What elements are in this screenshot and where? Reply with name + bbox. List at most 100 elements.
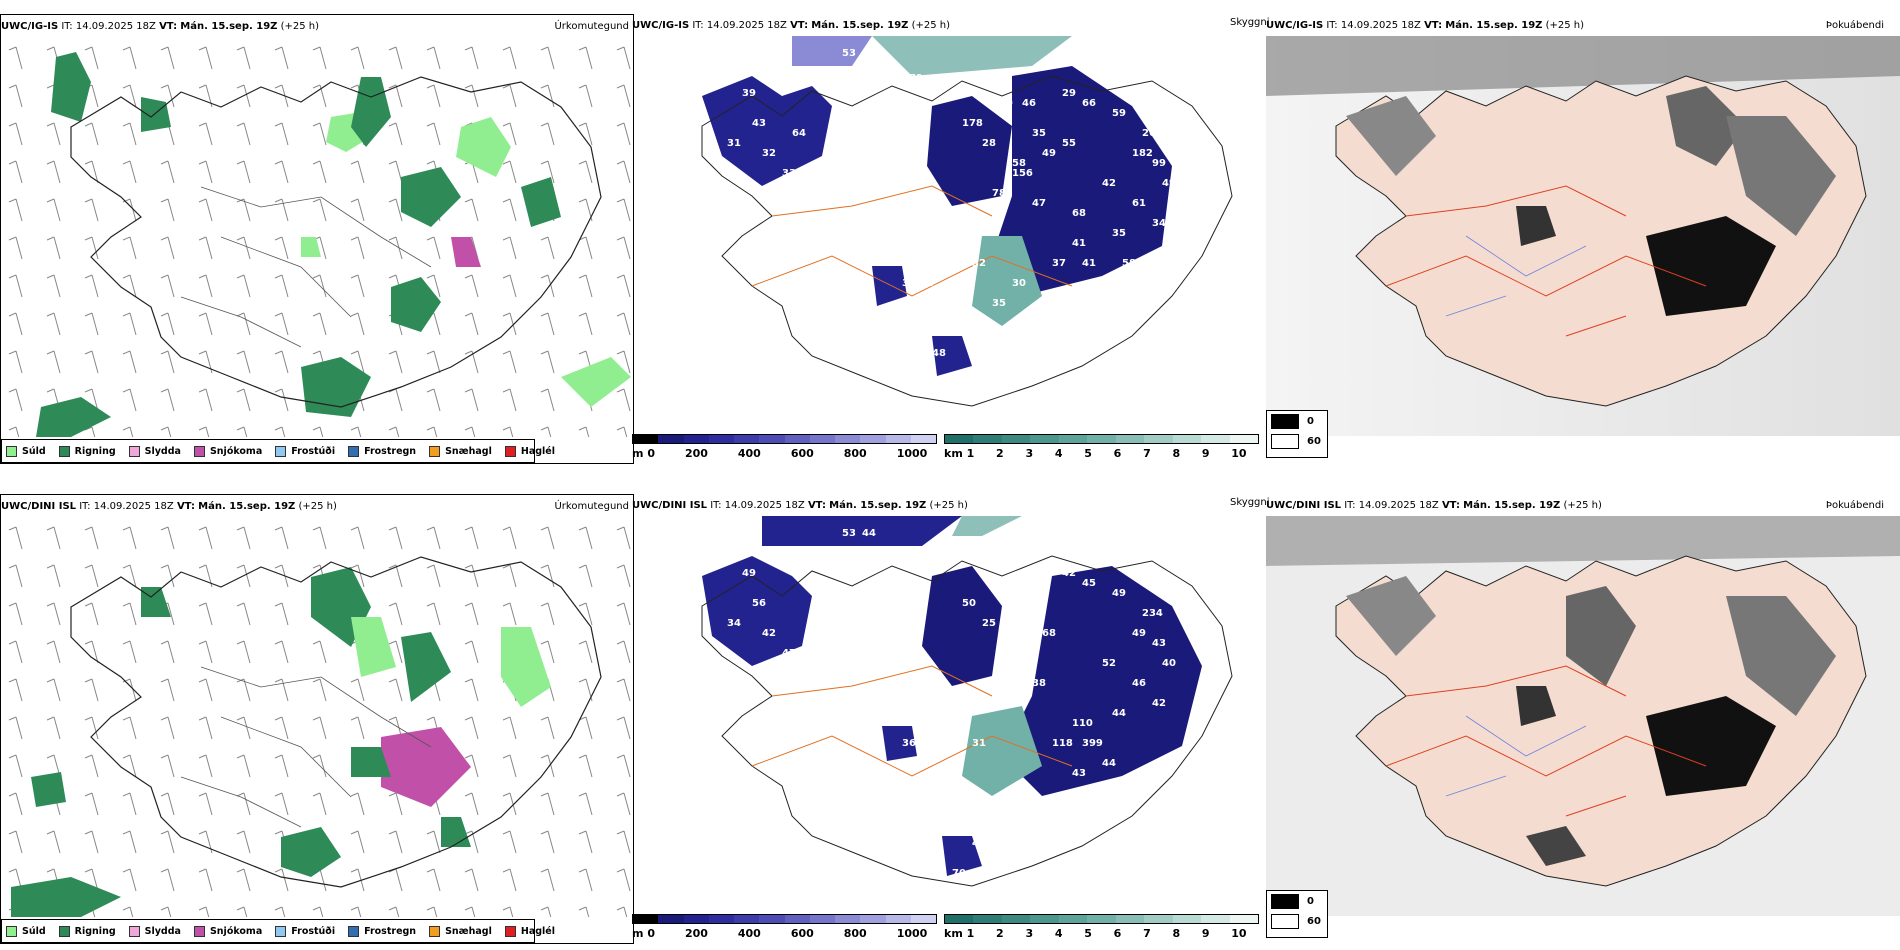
legend-item: Rigning — [58, 925, 116, 937]
cloudbase-value: 38 — [902, 758, 916, 769]
cloudbase-value: 99 — [1152, 158, 1166, 169]
cloudbase-value: 35 — [1112, 228, 1126, 239]
cloudbase-value: 44 — [1102, 758, 1116, 769]
cloudbase-value: 44 — [972, 328, 986, 339]
cloudbase-value: 41 — [1082, 258, 1096, 269]
precip-type-title: Úrkomutegund — [554, 21, 629, 32]
precip-panel-top: UWC/IG-IS IT: 14.09.2025 18Z VT: Mán. 15… — [0, 14, 634, 464]
cloudbase-value: 47 — [782, 648, 796, 659]
legend-item: Frostúði — [275, 925, 335, 937]
cloudbase-value: 78 — [992, 188, 1006, 199]
visibility-colorbar-top: km 1 2 3 4 5 6 7 8 9 10 — [944, 434, 1259, 462]
cloudbase-value: 44 — [862, 528, 876, 539]
cloudbase-value: 43 — [1072, 768, 1086, 779]
cloudbase-value: 370 — [1012, 648, 1033, 659]
cloudbase-value: 59 — [1032, 608, 1046, 619]
cloudbase-value: 43 — [752, 118, 766, 129]
visibility-colorbar-ticks: km 1 2 3 4 5 6 7 8 9 10 — [944, 447, 1247, 460]
legend-item: Snæhagl — [429, 925, 492, 937]
panel-title-top: UWC/IG-IS IT: 14.09.2025 18Z VT: Mán. 15… — [1, 21, 320, 32]
cloudbase-value: 20 — [822, 168, 836, 179]
cloudbase-value: 52 — [992, 578, 1006, 589]
cloudbase-value: 29 — [1062, 88, 1076, 99]
cloudbase-value: 46 — [832, 138, 846, 149]
cloudbase-value: 44 — [902, 258, 916, 269]
cloudbase-map-top: 39 43 31 32 33 53 40 179 178 410 46 35 29 66 85 42 59 173… — [701, 36, 1233, 407]
cloudbase-value: 65 — [1072, 288, 1086, 299]
cloudbase-value: 42 — [762, 628, 776, 639]
cloudbase-value: 46 — [1132, 678, 1146, 689]
cloudbase-value-labels: 39 43 31 32 33 53 40 179 178 410 46 35 29 66 85 42 59 173… — [727, 48, 1176, 399]
cloudbase-value: 327 — [972, 808, 993, 819]
fog-index-title-bottom: Þokuábendi — [1825, 500, 1884, 511]
visibility-title: Skyggni — [1230, 17, 1270, 28]
cloudbase-value: 43 — [1102, 538, 1116, 549]
panel-title-top-3: UWC/IG-IS IT: 14.09.2025 18Z VT: Mán. 15… — [1266, 20, 1585, 31]
cloudbase-panel-top: UWC/IG-IS IT: 14.09.2025 18Z VT: Mán. 15… — [632, 14, 1264, 462]
panel-title-top-2: UWC/IG-IS IT: 14.09.2025 18Z VT: Mán. 15… — [632, 20, 951, 31]
cloudbase-value: 44 — [932, 258, 946, 269]
cloudbase-colorbar-ticks: m 0 200 400 600 800 1000 — [632, 447, 928, 460]
cloudbase-value: 38 — [1012, 638, 1026, 649]
cloudbase-value: 49 — [1042, 148, 1056, 159]
cloudbase-panel-bottom: UWC/DINI ISL IT: 14.09.2025 18Z VT: Mán.… — [632, 494, 1264, 942]
cloudbase-value: 104 — [802, 188, 823, 199]
cloudbase-value: 45 — [1082, 578, 1096, 589]
cloudbase-value: 46 — [1022, 98, 1036, 109]
panel-title-bottom-3: UWC/DINI ISL IT: 14.09.2025 18Z VT: Mán.… — [1266, 500, 1602, 511]
fog-legend-bottom: 0 60 — [1266, 890, 1328, 938]
cloudbase-value: 52 — [1102, 658, 1116, 669]
cloudbase-value: 35 — [1032, 128, 1046, 139]
cloudbase-value: 38 — [1032, 678, 1046, 689]
cloudbase-value: 61 — [1132, 198, 1146, 209]
cloudbase-value: 31 — [972, 738, 986, 749]
iceland-outline — [70, 76, 602, 408]
cloudbase-value: 56 — [952, 388, 966, 399]
cloudbase-value: 32 — [972, 258, 986, 269]
cloudbase-value: 31 — [727, 138, 741, 149]
wind-barbs — [8, 46, 631, 437]
cloudbase-value: 40 — [862, 48, 876, 59]
cloudbase-value: 399 — [1082, 738, 1103, 749]
precip-map-top — [8, 46, 631, 437]
cloudbase-value: 28 — [982, 138, 996, 149]
cloudbase-value: 34 — [727, 618, 741, 629]
cloudbase-value: 32 — [762, 148, 776, 159]
precip-map-bottom — [8, 526, 631, 917]
cloudbase-value: 66 — [1082, 98, 1096, 109]
cloudbase-value: 34 — [1152, 218, 1166, 229]
cloudbase-value: 48 — [932, 348, 946, 359]
cloudbase-value: 44 — [932, 828, 946, 839]
cloudbase-value: 182 — [1132, 148, 1153, 159]
cloudbase-value: 40 — [1162, 658, 1176, 669]
legend-item: Haglél — [504, 925, 555, 937]
cloudbase-value: 42 — [1102, 78, 1116, 89]
cloudbase-value: 44 — [972, 358, 986, 369]
legend-item: Haglél — [504, 445, 555, 457]
cloudbase-value: 59 — [1102, 558, 1116, 569]
cloudbase-value: 47 — [1032, 338, 1046, 349]
cloudbase-colorbar-bottom: m 0 200 400 600 800 1000 — [632, 914, 937, 942]
cloudbase-value: 68 — [1072, 208, 1086, 219]
cloudbase-value: 264 — [1142, 128, 1163, 139]
cloudbase-value: 53 — [842, 528, 856, 539]
cloudbase-value: 32 — [902, 278, 916, 289]
cloudbase-value: 68 — [1042, 628, 1056, 639]
legend-item: Frostregn — [348, 445, 416, 457]
precip-areas — [36, 52, 631, 437]
cloudbase-value: 44 — [1112, 708, 1126, 719]
fog-index-title: Þokuábendi — [1825, 20, 1884, 31]
fog-legend-top: 0 60 — [1266, 410, 1328, 458]
precip-legend-top: Súld Rigning Slydda Snjókoma Frostúði Frostre… — [1, 439, 555, 463]
precip-areas-bottom — [11, 567, 551, 917]
cloudbase-value: 178 — [962, 118, 983, 129]
cloudbase-value: 49 — [1112, 588, 1126, 599]
cloudbase-value: 70 — [952, 868, 966, 879]
cloudbase-value: 41 — [1072, 238, 1086, 249]
legend-item: Snjókoma — [193, 445, 262, 457]
cloudbase-value: 50 — [962, 598, 976, 609]
cloudbase-value: 97 — [1052, 328, 1066, 339]
legend-item: Rigning — [58, 445, 116, 457]
cloudbase-value: 99 — [1022, 578, 1036, 589]
cloudbase-map-bottom: 49 56 34 42 47 53 44 70 50 52 99 59 42 45 43 59 49 66 234 4… — [701, 516, 1233, 887]
